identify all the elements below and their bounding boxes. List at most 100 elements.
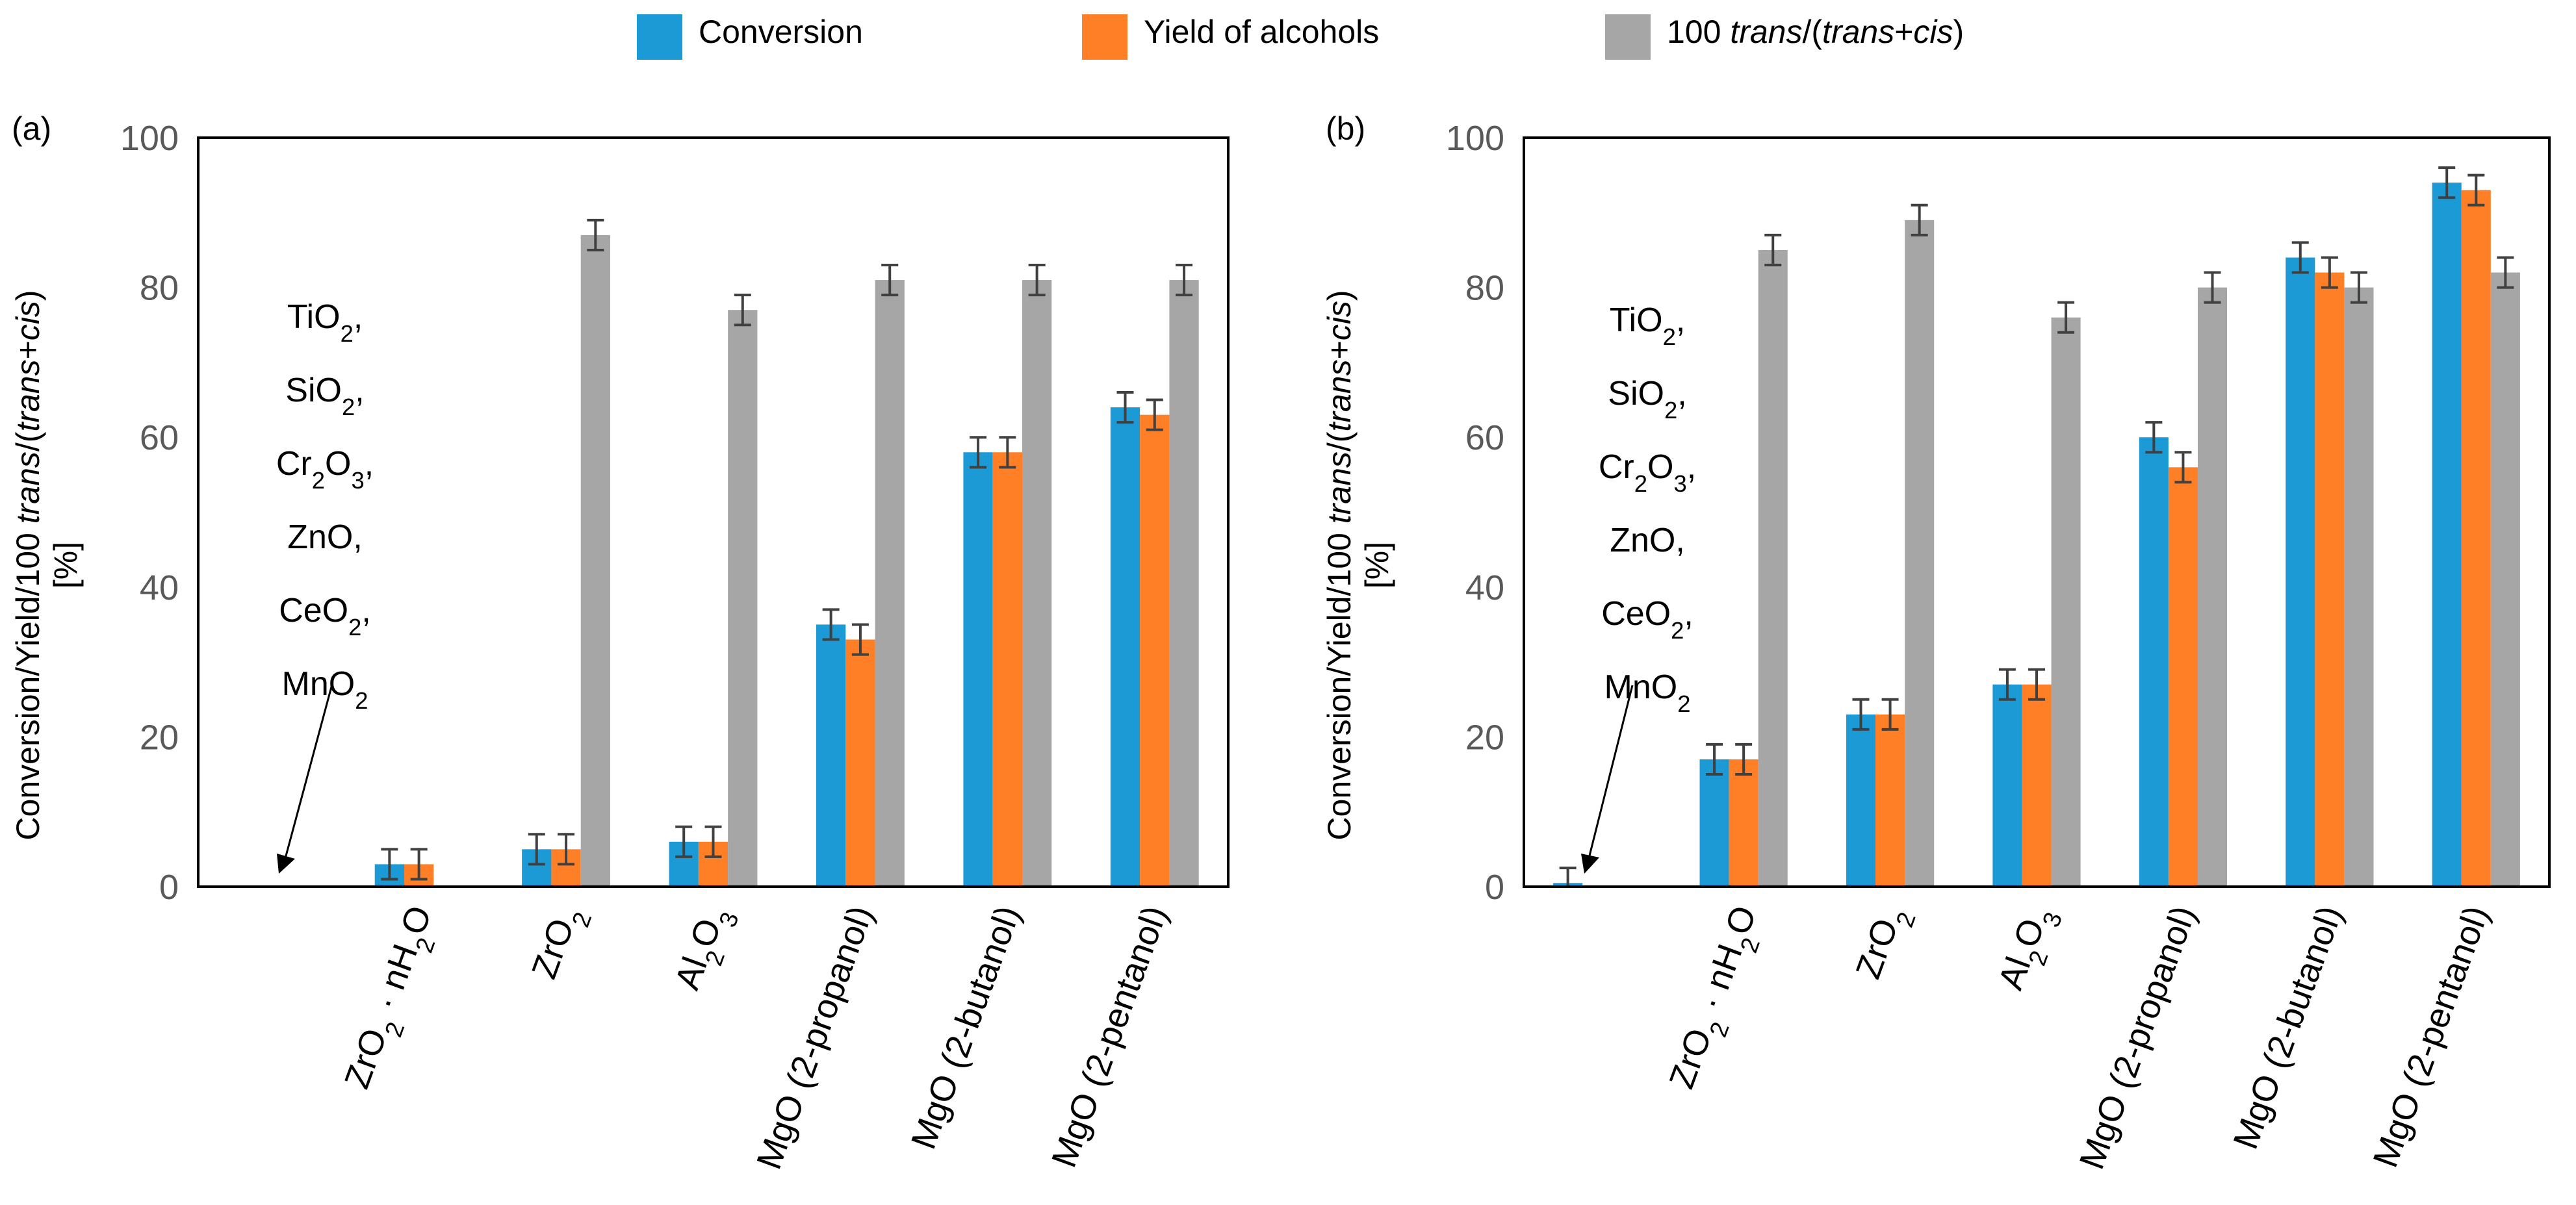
y-tick-label: 100 <box>120 119 179 158</box>
svg-text:Conversion/Yield/100 trans/(tr: Conversion/Yield/100 trans/(trans+cis) <box>1321 290 1358 840</box>
x-category-label: MgO (2-pentanol) <box>1044 901 1175 1173</box>
bar-conversion-5 <box>2286 257 2315 887</box>
x-category-label: MgO (2-propanol) <box>2072 901 2204 1174</box>
error-bar <box>1764 233 1782 267</box>
y-tick-label: 0 <box>1485 868 1504 907</box>
panel-b: (b) Conversion/Yield/100 trans/(trans+ci… <box>1321 110 2551 1174</box>
annotation-line: SiO2, <box>285 372 364 420</box>
error-bar <box>822 608 840 641</box>
y-tick-label: 80 <box>1465 269 1504 308</box>
bar-yield-of-alcohols-5 <box>2315 272 2345 887</box>
y-tick-label: 20 <box>140 718 179 757</box>
bar-100-trans-trans-cis--3 <box>2051 317 2081 887</box>
plot-frame <box>1523 136 2551 888</box>
bar-100-trans-trans-cis--4 <box>875 280 905 887</box>
svg-text:Conversion/Yield/100 trans/(tr: Conversion/Yield/100 trans/(trans+cis) <box>10 290 46 840</box>
annotation-line: TiO2, <box>1610 301 1686 350</box>
error-bar <box>1911 203 1928 236</box>
annotation-line: ZnO, <box>1610 522 1685 559</box>
error-bar <box>381 848 398 881</box>
plot-frame <box>197 136 1230 888</box>
legend: Conversion Yield of alcohols 100 trans/(… <box>637 14 1964 60</box>
bar-100-trans-trans-cis--4 <box>2197 287 2228 887</box>
x-category-label: ZrO2 · nH2O <box>337 901 450 1098</box>
bar-100-trans-trans-cis--2 <box>580 235 610 887</box>
error-bar <box>999 436 1016 469</box>
annotation-line: Cr2O3, <box>276 445 374 494</box>
bar-conversion-5 <box>963 452 993 887</box>
annotation-line: SiO2, <box>1608 375 1686 424</box>
error-bar <box>2204 271 2221 304</box>
y-tick-label: 0 <box>159 868 179 907</box>
error-bar <box>528 833 545 866</box>
error-bar <box>2028 668 2045 701</box>
annotation-other-oxides: TiO2, SiO2, Cr2O3, ZnO, CeO2, MnO2 <box>1599 301 1696 717</box>
bar-100-trans-trans-cis--5 <box>2344 287 2374 887</box>
bar-conversion-2 <box>1846 714 1876 887</box>
error-bar <box>1146 398 1163 431</box>
error-bar <box>2321 256 2338 289</box>
bar-yield-of-alcohols-5 <box>992 452 1022 887</box>
x-category-label: MgO (2-pentanol) <box>2365 901 2496 1173</box>
bar-100-trans-trans-cis--5 <box>1022 280 1052 887</box>
y-axis-label: Conversion/Yield/100 trans/(trans+cis) [… <box>1321 290 1395 840</box>
bar-yield-of-alcohols-4 <box>845 639 875 887</box>
svg-text:[%]: [%] <box>1359 542 1395 589</box>
error-bar <box>970 436 987 469</box>
bar-yield-of-alcohols-6 <box>1140 414 1170 887</box>
error-bar <box>1852 698 1870 731</box>
error-bar <box>2467 173 2485 207</box>
annotation-line: CeO2, <box>1601 595 1694 644</box>
error-bar <box>2438 166 2456 199</box>
panel-label: (b) <box>1326 110 1365 147</box>
x-category-label: Al2O3 <box>667 901 744 999</box>
y-tick-label: 60 <box>140 418 179 457</box>
annotation-line: CeO2, <box>279 592 371 641</box>
y-tick-label: 20 <box>1465 718 1504 757</box>
bar-yield-of-alcohols-3 <box>2022 684 2052 887</box>
y-tick-label: 40 <box>140 568 179 607</box>
legend-swatch-ratio <box>1605 14 1651 60</box>
error-bar <box>1735 742 1753 776</box>
error-bar <box>704 825 722 858</box>
bar-conversion-3 <box>1992 684 2022 887</box>
error-bar <box>1028 264 1046 297</box>
bar-100-trans-trans-cis--3 <box>728 310 758 887</box>
bar-100-trans-trans-cis--2 <box>1905 220 1935 887</box>
annotation-line: ZnO, <box>287 518 363 556</box>
error-bar <box>1998 668 2016 701</box>
bar-conversion-4 <box>816 624 846 887</box>
error-bar <box>1176 264 1193 297</box>
x-category-label: MgO (2-butanol) <box>2226 901 2350 1154</box>
error-bar <box>587 218 604 251</box>
error-bar <box>734 294 751 327</box>
annotation-line: MnO2 <box>282 665 368 714</box>
error-bar <box>2145 421 2163 454</box>
error-bar <box>2497 256 2514 289</box>
error-bar <box>2174 451 2192 484</box>
annotation-arrow <box>277 681 334 874</box>
y-tick-label: 80 <box>140 269 179 308</box>
error-bar <box>2350 271 2367 304</box>
bar-conversion-6 <box>1110 407 1140 887</box>
x-category-label: Al2O3 <box>1991 901 2068 999</box>
error-bar <box>881 264 899 297</box>
y-tick-label: 60 <box>1465 418 1504 457</box>
legend-label-yield: Yield of alcohols <box>1144 14 1379 50</box>
bar-yield-of-alcohols-2 <box>1875 714 1905 887</box>
error-bar <box>2057 301 2075 334</box>
bar-100-trans-trans-cis--6 <box>2490 272 2520 887</box>
bar-yield-of-alcohols-4 <box>2168 467 2198 887</box>
x-category-label: MgO (2-butanol) <box>904 901 1028 1154</box>
bar-100-trans-trans-cis--6 <box>1169 280 1199 887</box>
annotation-arrow <box>1581 685 1634 874</box>
bar-100-trans-trans-cis--1 <box>1758 249 1788 887</box>
legend-label-conversion: Conversion <box>699 14 863 50</box>
legend-label-ratio: 100 trans/(trans+cis) <box>1667 14 1964 50</box>
y-tick-label: 100 <box>1446 119 1504 158</box>
panel-a: (a) Conversion/Yield/100 trans/(trans+ci… <box>10 110 1230 1174</box>
error-bar <box>1116 391 1134 424</box>
error-bar <box>1881 698 1899 731</box>
bar-conversion-4 <box>2139 437 2169 887</box>
